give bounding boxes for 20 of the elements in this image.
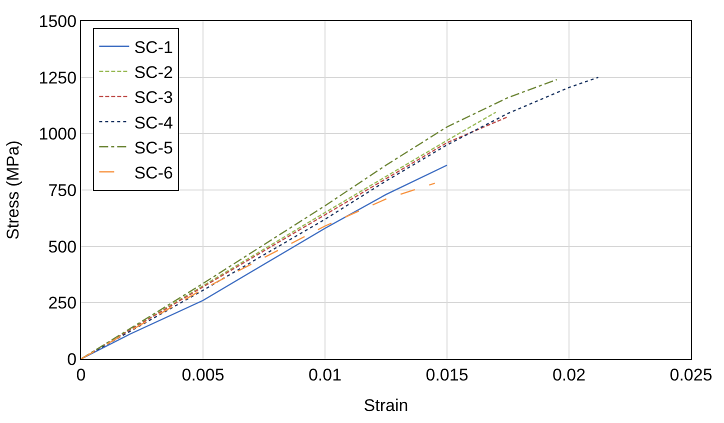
- y-tick-label: 1500: [38, 12, 77, 31]
- y-tick-label: 0: [67, 350, 77, 369]
- legend-label: SC-1: [134, 38, 173, 57]
- x-tick-label: 0.005: [182, 365, 224, 384]
- x-axis-title: Strain: [364, 396, 408, 415]
- y-axis-title: Stress (MPa): [3, 140, 22, 240]
- legend-label: SC-2: [134, 63, 173, 82]
- x-tick-label: 0.02: [552, 365, 586, 384]
- y-tick-label: 500: [48, 237, 77, 256]
- y-tick-label: 1000: [38, 124, 77, 144]
- y-tick-label: 1250: [38, 68, 77, 88]
- y-tick-label: 750: [48, 180, 77, 200]
- x-tick-label: 0.025: [670, 365, 712, 384]
- legend-label: SC-4: [134, 113, 173, 132]
- x-tick-label: 0.01: [308, 365, 342, 384]
- x-tick-label: 0.015: [426, 365, 468, 384]
- legend-label: SC-3: [134, 88, 173, 108]
- legend-label: SC-6: [134, 163, 173, 182]
- y-tick-label: 250: [48, 294, 77, 313]
- legend-label: SC-5: [134, 138, 173, 158]
